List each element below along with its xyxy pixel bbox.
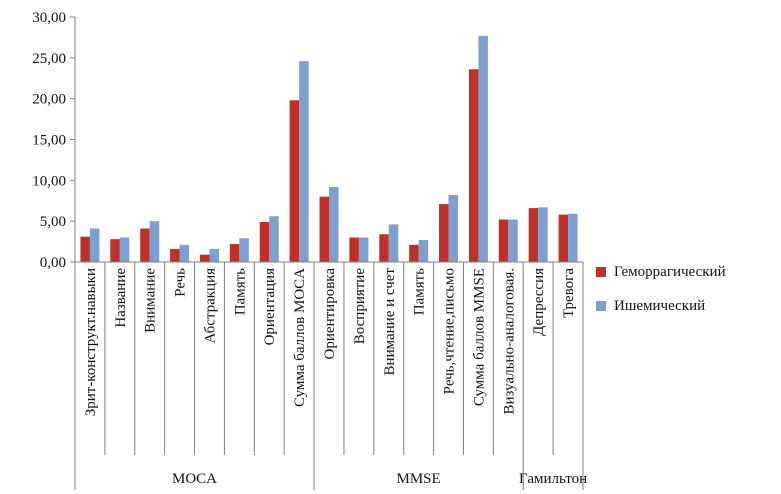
y-tick-label: 0,00 bbox=[40, 255, 66, 271]
y-tick-label: 15,00 bbox=[32, 133, 66, 149]
x-tick-label: Сумма баллов MMSE bbox=[471, 268, 487, 406]
bar-ischemic-14 bbox=[508, 219, 518, 262]
bar-hemorrhagic-12 bbox=[439, 204, 449, 262]
bar-hemorrhagic-11 bbox=[409, 244, 419, 262]
x-tick-label: Абстракция bbox=[203, 268, 219, 344]
bar-hemorrhagic-16 bbox=[558, 214, 569, 262]
group-label: MOCA bbox=[172, 471, 217, 487]
bars bbox=[80, 35, 578, 263]
bar-ischemic-1 bbox=[119, 237, 130, 262]
bar-ischemic-13 bbox=[478, 35, 488, 262]
bar-hemorrhagic-8 bbox=[319, 196, 329, 262]
x-tick-label: Визуально-аналоговая. bbox=[501, 268, 517, 415]
legend-item-hemorrhagic: Геморрагический bbox=[596, 262, 726, 282]
y-tick-label: 30,00 bbox=[32, 10, 66, 26]
x-tick-label: Ориентировка bbox=[322, 268, 338, 360]
x-tick-label: Речь,чтение,письмо bbox=[442, 268, 458, 394]
bar-hemorrhagic-7 bbox=[289, 100, 300, 262]
legend-label-hemorrhagic: Геморрагический bbox=[614, 263, 726, 280]
bar-ischemic-0 bbox=[89, 228, 100, 262]
bar-ischemic-15 bbox=[538, 207, 548, 262]
bar-hemorrhagic-5 bbox=[229, 244, 240, 262]
bar-ischemic-6 bbox=[269, 216, 279, 262]
x-tick-label: Память bbox=[232, 268, 248, 315]
bar-hemorrhagic-4 bbox=[199, 254, 210, 262]
bar-chart: 0,00 5,00 10,00 15,00 20,00 25,00 30,00 Зрит-к… bbox=[32, 10, 587, 490]
bar-hemorrhagic-14 bbox=[498, 219, 509, 262]
bar-hemorrhagic-10 bbox=[379, 234, 389, 262]
x-tick-label: Внимание bbox=[143, 268, 159, 333]
bar-ischemic-9 bbox=[358, 237, 369, 262]
bar-ischemic-8 bbox=[329, 186, 339, 262]
bar-hemorrhagic-0 bbox=[80, 236, 90, 262]
bar-ischemic-2 bbox=[149, 221, 160, 262]
bar-ischemic-11 bbox=[418, 239, 429, 262]
bar-hemorrhagic-2 bbox=[140, 228, 150, 262]
x-tick-label: Ориентация bbox=[262, 268, 278, 345]
bar-ischemic-5 bbox=[239, 238, 249, 262]
bar-hemorrhagic-13 bbox=[468, 69, 479, 263]
bar-hemorrhagic-6 bbox=[259, 221, 270, 262]
x-tick-label: Восприятие bbox=[352, 268, 368, 345]
bar-ischemic-4 bbox=[209, 248, 219, 262]
legend-label-ischemic: Ишемический bbox=[614, 297, 706, 314]
x-tick-label: Сумма баллов MOCA bbox=[292, 268, 308, 407]
x-tick-label: Зрит-конструкт.навыки bbox=[83, 268, 99, 416]
legend-swatch-hemorrhagic bbox=[596, 267, 606, 277]
x-tick-label: Внимание и счет bbox=[382, 268, 398, 376]
bar-hemorrhagic-3 bbox=[170, 248, 180, 262]
y-tick-label: 10,00 bbox=[32, 173, 66, 189]
y-tick-label: 20,00 bbox=[32, 92, 66, 108]
legend-swatch-ischemic bbox=[596, 301, 606, 311]
x-tick-label: Депрессия bbox=[531, 268, 547, 336]
group-label: Гамильтон bbox=[519, 471, 587, 487]
group-label: MMSE bbox=[397, 471, 441, 487]
bar-ischemic-3 bbox=[179, 244, 190, 262]
bar-hemorrhagic-9 bbox=[349, 237, 359, 262]
y-axis: 0,00 5,00 10,00 15,00 20,00 25,00 30,00 bbox=[32, 10, 76, 271]
legend-item-ischemic: Ишемический bbox=[596, 296, 726, 316]
bar-hemorrhagic-1 bbox=[110, 239, 120, 262]
bar-ischemic-16 bbox=[568, 213, 578, 262]
y-tick-label: 5,00 bbox=[40, 214, 66, 230]
x-tick-label: Речь bbox=[173, 268, 189, 297]
legend: Геморрагический Ишемический bbox=[596, 262, 726, 330]
bar-ischemic-7 bbox=[299, 61, 309, 262]
x-tick-label: Память bbox=[412, 268, 428, 315]
bar-ischemic-12 bbox=[448, 195, 459, 262]
x-tick-label: Название bbox=[113, 268, 129, 328]
bar-ischemic-10 bbox=[388, 224, 399, 262]
y-tick-label: 25,00 bbox=[32, 51, 66, 67]
x-axis: Зрит-конструкт.навыки Название Внимание Реч… bbox=[74, 261, 587, 490]
x-tick-label: Тревога bbox=[561, 268, 577, 318]
bar-hemorrhagic-15 bbox=[528, 208, 539, 262]
